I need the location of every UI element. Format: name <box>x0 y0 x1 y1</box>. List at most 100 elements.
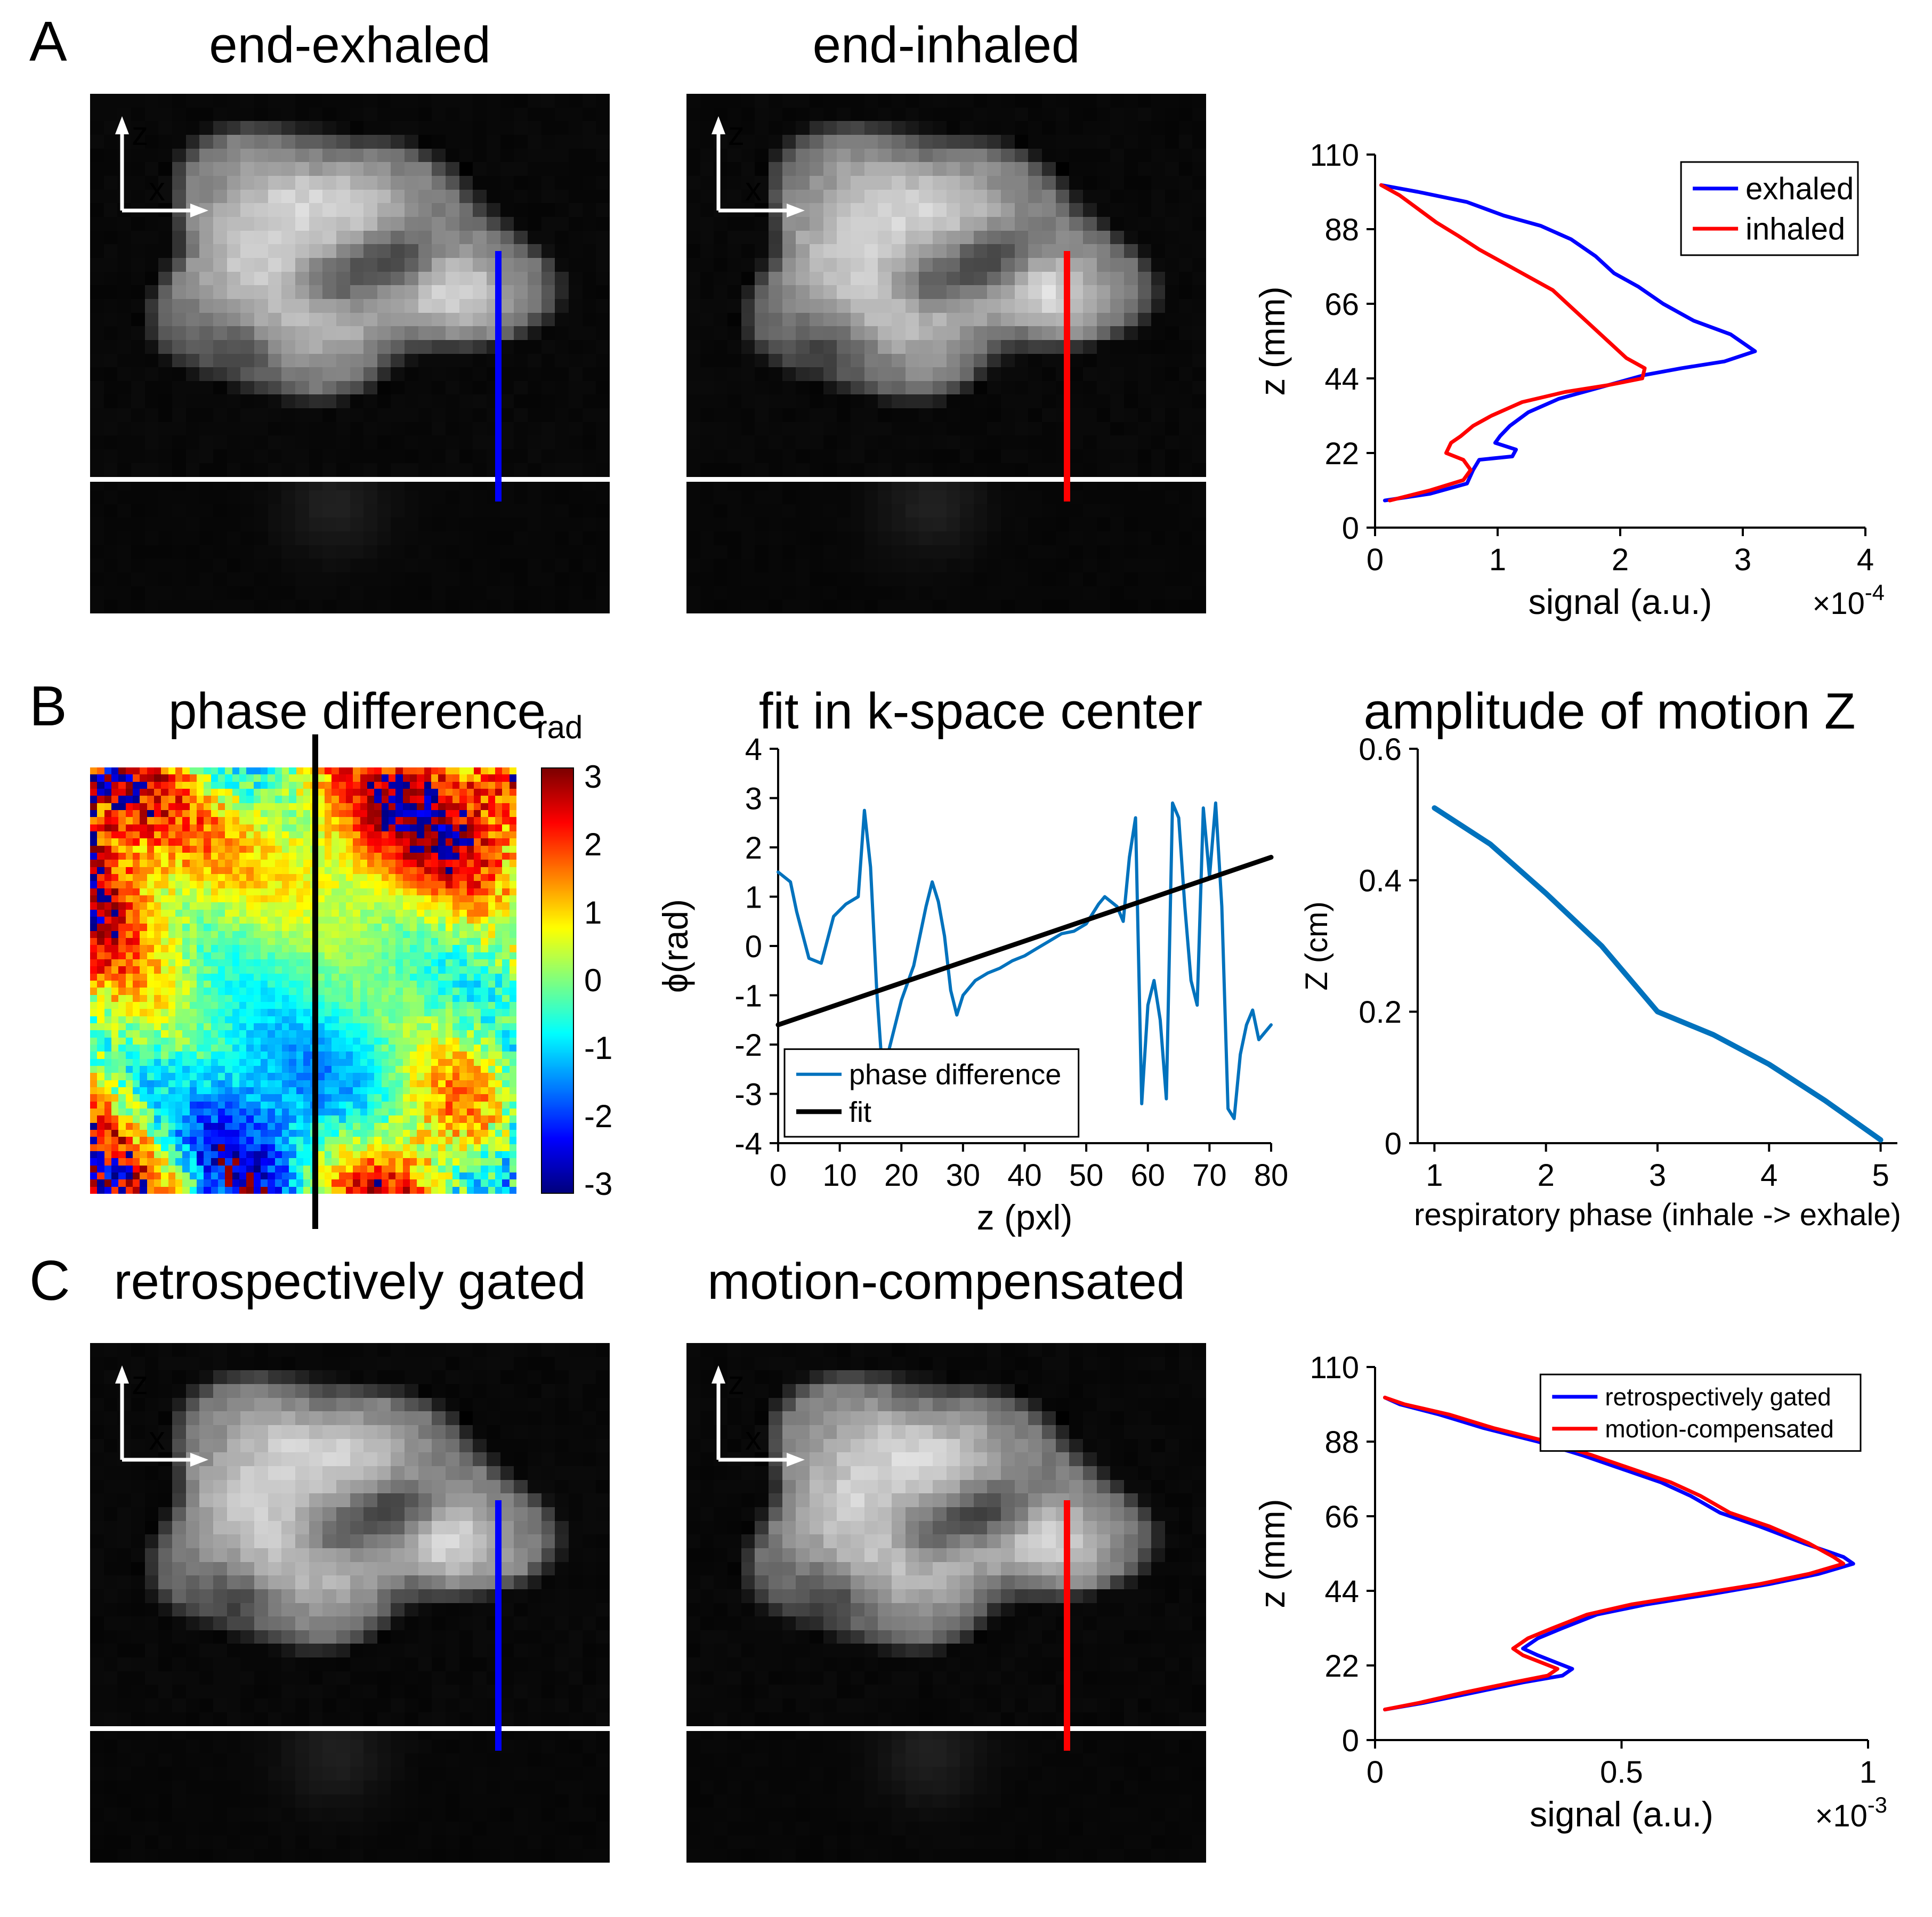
phase-map-image <box>90 767 516 1194</box>
svg-text:Z (cm): Z (cm) <box>1299 901 1334 991</box>
z-axis-label: z <box>728 1365 745 1402</box>
svg-text:50: 50 <box>1069 1158 1104 1193</box>
svg-text:2: 2 <box>1538 1158 1555 1193</box>
series-fit <box>775 855 1274 1028</box>
title-end-inhaled: end-inhaled <box>812 17 1080 74</box>
panel-a-label: A <box>29 10 67 73</box>
svg-text:exhaled: exhaled <box>1745 172 1854 206</box>
x-axis-label: x <box>745 171 762 208</box>
motion-amplitude-svg: 1 2 3 4 5 0 0.2 0.4 0.6 respiratory phase (inhale… <box>1299 732 1901 1232</box>
title-retrospectively-gated: retrospectively gated <box>114 1253 586 1310</box>
svg-text:4: 4 <box>745 732 762 767</box>
svg-text:z (mm): z (mm) <box>1252 1499 1292 1608</box>
svg-text:phase difference: phase difference <box>849 1059 1061 1091</box>
colorbar-tick: 0 <box>584 962 602 998</box>
svg-text:110: 110 <box>1310 1350 1359 1385</box>
colorbar-tick: -2 <box>584 1098 613 1134</box>
x-arrowhead-icon <box>190 204 208 217</box>
svg-text:66: 66 <box>1324 1500 1359 1534</box>
phase-cut-line <box>312 734 318 1229</box>
svg-text:0: 0 <box>1342 511 1359 546</box>
kspace-fit-chart: 0 10 20 30 40 50 60 70 80 -4 -3 -2 -1 0 1 2 3 4 z (pxl) ϕ(r… <box>656 722 1295 1287</box>
svg-text:70: 70 <box>1192 1158 1227 1193</box>
svg-text:0: 0 <box>1385 1127 1402 1161</box>
svg-text:80: 80 <box>1254 1158 1289 1193</box>
motion-amplitude-chart: 1 2 3 4 5 0 0.2 0.4 0.6 respiratory phase (inhale… <box>1290 722 1929 1287</box>
table-line <box>686 1726 1206 1731</box>
svg-text:0: 0 <box>1367 543 1384 577</box>
series-phase-difference <box>777 801 1273 1120</box>
svg-text:0: 0 <box>1342 1724 1359 1758</box>
mri-image-retrospectively-gated <box>90 1343 610 1863</box>
svg-text:0.6: 0.6 <box>1359 732 1402 767</box>
svg-text:1: 1 <box>1426 1158 1443 1193</box>
z-arrowhead-icon <box>712 116 725 134</box>
title-motion-compensated: motion-compensated <box>707 1253 1185 1310</box>
svg-text:0.4: 0.4 <box>1359 864 1402 899</box>
svg-text:-4: -4 <box>734 1127 762 1161</box>
z-arrowhead-icon <box>712 1365 725 1384</box>
svg-text:z (mm): z (mm) <box>1252 286 1292 395</box>
svg-text:inhaled: inhaled <box>1745 212 1845 246</box>
table-line <box>90 477 610 482</box>
svg-text:1: 1 <box>1489 543 1506 577</box>
mri-panel-end-exhaled: z x <box>90 94 610 613</box>
svg-text:0: 0 <box>745 929 762 964</box>
svg-text:44: 44 <box>1324 362 1359 397</box>
svg-text:88: 88 <box>1324 213 1359 247</box>
legend-box <box>783 1048 1080 1138</box>
svg-text:signal (a.u.): signal (a.u.) <box>1530 1794 1713 1834</box>
title-motion-amplitude: amplitude of motion Z <box>1363 683 1856 740</box>
colorbar-gradient <box>542 769 573 1193</box>
colorbar-tick: 3 <box>584 759 602 795</box>
svg-text:4: 4 <box>1857 543 1874 577</box>
exhale-inhale-profile-svg: 0 1 2 3 4 0 22 44 66 88 110 signal (a.u.) ×10-4 z (mm… <box>1252 138 1885 621</box>
svg-text:0: 0 <box>770 1158 787 1193</box>
z-axis-label: z <box>728 116 745 152</box>
image-axes-overlay: z x <box>115 1365 208 1467</box>
profile-cut-line-compensated <box>1064 1500 1070 1751</box>
svg-text:1: 1 <box>745 880 762 915</box>
colorbar-tick: 1 <box>584 894 602 931</box>
svg-text:20: 20 <box>884 1158 919 1193</box>
colorbar-tick: -1 <box>584 1030 613 1066</box>
svg-text:60: 60 <box>1130 1158 1165 1193</box>
table-line <box>686 477 1206 482</box>
series-exhaled <box>1379 183 1757 503</box>
colorbar-tick: -3 <box>584 1166 613 1202</box>
svg-text:respiratory phase (inhale -> e: respiratory phase (inhale -> exhale) <box>1414 1198 1901 1232</box>
svg-text:×10-3: ×10-3 <box>1815 1792 1887 1833</box>
svg-text:30: 30 <box>946 1158 981 1193</box>
svg-text:10: 10 <box>822 1158 857 1193</box>
image-axes-overlay: z x <box>712 1365 805 1467</box>
kspace-center-fit-svg: 0 10 20 30 40 50 60 70 80 -4 -3 -2 -1 0 1 2 3 4 z (pxl) ϕ(r… <box>656 732 1289 1237</box>
svg-text:0.2: 0.2 <box>1359 995 1402 1030</box>
x-axis-label: x <box>745 1420 762 1457</box>
table-line <box>90 1726 610 1731</box>
mri-image-end-inhaled <box>686 94 1206 613</box>
svg-text:-2: -2 <box>734 1028 762 1063</box>
image-axes-overlay: z x <box>712 116 805 217</box>
mri-panel-motion-compensated: z x <box>686 1343 1206 1863</box>
panel-b-label: B <box>29 675 67 738</box>
svg-text:0.5: 0.5 <box>1600 1755 1643 1790</box>
z-arrowhead-icon <box>115 1365 129 1384</box>
profile-cut-line-gated <box>495 1500 502 1751</box>
series-inhaled <box>1379 183 1647 503</box>
gated-compensated-profile-svg: 0 0.5 1 0 22 44 66 88 110 signal (a.u.) ×10-3 z (mm… <box>1252 1350 1887 1834</box>
image-axes-overlay: z x <box>115 116 208 217</box>
profile-cut-line-exhaled <box>495 251 502 502</box>
x-axis-label: x <box>149 1420 165 1457</box>
profile-cut-line-inhaled <box>1064 251 1070 502</box>
phase-difference-map <box>90 767 516 1194</box>
svg-text:×10-4: ×10-4 <box>1812 580 1885 621</box>
gated-compensated-profile-chart: 0 0.5 1 0 22 44 66 88 110 signal (a.u.) ×10-3 z (mm… <box>1242 1346 1919 1884</box>
svg-text:2: 2 <box>1612 543 1629 577</box>
z-arrowhead-icon <box>115 116 129 134</box>
svg-text:3: 3 <box>1734 543 1751 577</box>
panel-c-label: C <box>29 1249 70 1312</box>
mri-panel-retrospectively-gated: z x <box>90 1343 610 1863</box>
title-kspace-fit: fit in k-space center <box>758 683 1203 740</box>
svg-text:2: 2 <box>745 831 762 866</box>
